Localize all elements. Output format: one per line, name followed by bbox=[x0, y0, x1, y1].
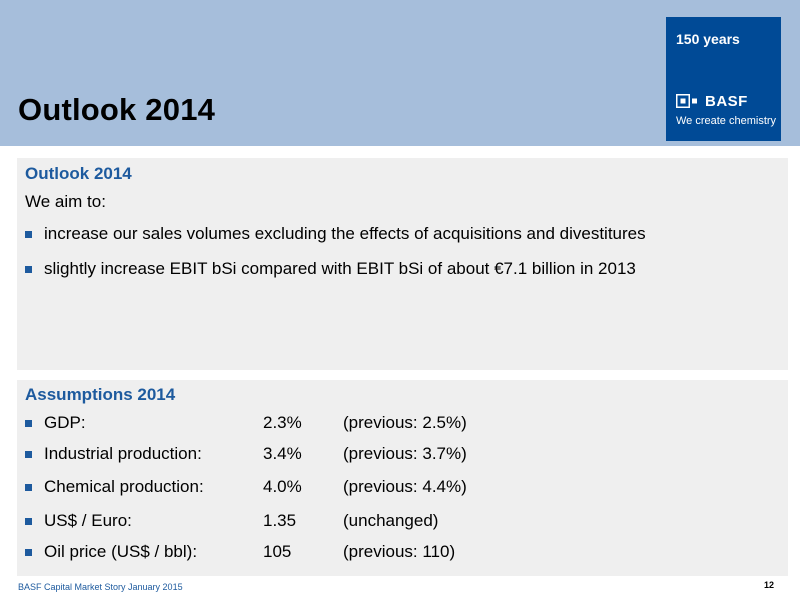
outlook-panel: Outlook 2014 We aim to: increase our sal… bbox=[17, 158, 788, 370]
bullet-square-icon bbox=[25, 517, 32, 525]
outlook-intro: We aim to: bbox=[25, 192, 106, 211]
page-title: Outlook 2014 bbox=[18, 92, 216, 127]
assumption-note: (unchanged) bbox=[343, 511, 439, 530]
brand-logo-box: 150 years BASF We create chemistry bbox=[666, 17, 781, 141]
assumption-row: US$ / Euro: 1.35 (unchanged) bbox=[25, 510, 438, 532]
assumption-value: 1.35 bbox=[263, 511, 297, 530]
assumption-row: Oil price (US$ / bbl): 105 (previous: 11… bbox=[25, 541, 455, 563]
assumptions-panel: Assumptions 2014 GDP: 2.3% (previous: 2.… bbox=[17, 380, 788, 576]
basf-logo: BASF bbox=[676, 92, 748, 110]
outlook-bullet-text: increase our sales volumes excluding the… bbox=[44, 224, 646, 243]
bullet-square-icon bbox=[25, 419, 32, 427]
outlook-bullet-item: increase our sales volumes excluding the… bbox=[25, 223, 646, 245]
outlook-bullet-text: slightly increase EBIT bSi compared with… bbox=[44, 259, 636, 278]
basf-logo-mark-icon bbox=[676, 94, 697, 108]
assumption-value: 2.3% bbox=[263, 413, 302, 432]
bullet-square-icon bbox=[25, 483, 32, 491]
outlook-bullet-item: slightly increase EBIT bSi compared with… bbox=[25, 258, 636, 280]
bullet-square-icon bbox=[25, 548, 32, 556]
bullet-square-icon bbox=[25, 265, 32, 273]
assumption-row: Industrial production: 3.4% (previous: 3… bbox=[25, 443, 467, 465]
assumption-label: GDP: bbox=[44, 413, 86, 432]
assumption-label: Oil price (US$ / bbl): bbox=[44, 542, 198, 561]
assumption-label: Chemical production: bbox=[44, 477, 204, 496]
assumption-note: (previous: 3.7%) bbox=[343, 444, 467, 463]
assumption-note: (previous: 2.5%) bbox=[343, 413, 467, 432]
page-number: 12 bbox=[764, 580, 775, 590]
assumption-value: 105 bbox=[263, 542, 292, 561]
footer-source: BASF Capital Market Story January 2015 bbox=[18, 582, 183, 592]
assumption-label: US$ / Euro: bbox=[44, 511, 132, 530]
brand-tagline: We create chemistry bbox=[676, 115, 777, 127]
outlook-heading: Outlook 2014 bbox=[25, 164, 132, 183]
assumption-row: Chemical production: 4.0% (previous: 4.4… bbox=[25, 476, 467, 498]
bullet-square-icon bbox=[25, 230, 32, 238]
assumption-value: 4.0% bbox=[263, 477, 302, 496]
assumption-label: Industrial production: bbox=[44, 444, 202, 463]
assumption-row: GDP: 2.3% (previous: 2.5%) bbox=[25, 412, 467, 434]
assumption-value: 3.4% bbox=[263, 444, 302, 463]
basf-logo-text: BASF bbox=[705, 92, 748, 110]
anniversary-label: 150 years bbox=[676, 31, 740, 47]
assumptions-heading: Assumptions 2014 bbox=[25, 385, 176, 404]
bullet-square-icon bbox=[25, 450, 32, 458]
assumption-note: (previous: 110) bbox=[343, 542, 456, 561]
assumption-note: (previous: 4.4%) bbox=[343, 477, 467, 496]
